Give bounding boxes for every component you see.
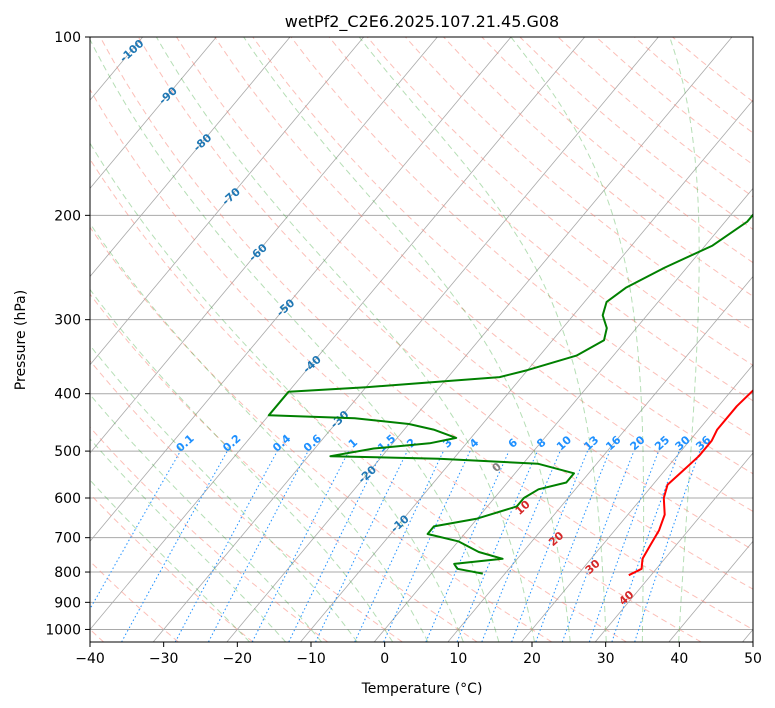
y-tick-label: 800 [54, 565, 81, 581]
mixing-ratio-line [456, 450, 538, 642]
mixing-ratio-line [383, 450, 471, 642]
dry-adiabat-line [90, 158, 627, 642]
y-tick-label: 600 [54, 491, 81, 507]
mixing-ratio-lines [90, 450, 701, 642]
dry-adiabat-line [90, 88, 702, 642]
x-axis-label: Temperature (°C) [361, 681, 483, 697]
isotherm-line [521, 364, 753, 642]
isotherm-line [90, 37, 438, 454]
dry-adiabat-lines [90, 37, 753, 642]
moist-adiabat-line [90, 288, 394, 642]
mixing-ratio-line [251, 450, 350, 642]
isotherm-line [447, 275, 753, 642]
x-axis-ticks: −40 −30 −20 −10 0 10 20 30 40 50 [75, 642, 762, 667]
isotherm-line [594, 452, 753, 642]
dry-adiabat-line [405, 37, 753, 332]
y-tick-label: 900 [54, 595, 81, 611]
y-tick-label: 200 [54, 208, 81, 224]
y-axis-label: Pressure (hPa) [13, 290, 29, 390]
isotherm-line [152, 37, 659, 642]
isotherm-line [90, 37, 217, 189]
y-axis-ticks: 100 200 300 400 500 600 700 800 900 1000 [45, 30, 90, 638]
y-tick-label: 400 [54, 387, 81, 403]
mixing-ratio-line [588, 450, 660, 642]
mixing-ratio-line [121, 450, 228, 642]
isotherm-line [90, 37, 585, 631]
x-tick-label: 20 [523, 651, 541, 667]
mixing-ratio-line [174, 450, 278, 642]
moist-adiabat-line [90, 142, 464, 642]
x-tick-label: −40 [75, 651, 105, 667]
mixing-ratio-line [535, 450, 611, 642]
chart-title: wetPf2_C2E6.2025.107.21.45.G08 [285, 12, 559, 32]
mixing-ratio-line [288, 450, 383, 642]
moist-adiabat-line [243, 37, 571, 642]
dry-adiabat-line [90, 359, 403, 642]
moist-adiabat-line [90, 38, 500, 642]
mixing-ratio-line [481, 450, 561, 642]
dewpoint-profile-line [267, 213, 753, 575]
moist-adiabat-line [510, 37, 645, 642]
y-tick-label: 300 [54, 313, 81, 329]
x-tick-label: 0 [380, 651, 389, 667]
x-tick-label: 50 [744, 651, 762, 667]
y-tick-label: 1000 [45, 622, 81, 638]
moist-adiabat-line [669, 37, 700, 642]
y-tick-label: 500 [54, 444, 81, 460]
moist-adiabat-line [90, 344, 358, 642]
dry-adiabat-line [99, 37, 753, 630]
moist-adiabat-line [90, 222, 429, 642]
mixing-ratio-line [511, 450, 588, 642]
mixing-ratio-line [634, 450, 701, 642]
moist-adiabat-line [90, 393, 322, 642]
moist-adiabat-line [155, 37, 535, 642]
dry-adiabat-line [90, 560, 179, 642]
dry-adiabat-line [137, 37, 753, 590]
x-tick-label: −10 [296, 651, 326, 667]
mixing-ratio-line [611, 450, 680, 642]
dry-adiabat-line [443, 37, 753, 297]
x-tick-label: −20 [223, 651, 253, 667]
x-tick-label: 10 [449, 651, 467, 667]
y-tick-label: 100 [54, 30, 81, 46]
dry-adiabat-line [366, 37, 753, 366]
isotherm-line [90, 37, 291, 278]
isotherm-line [226, 37, 733, 642]
y-tick-label: 700 [54, 531, 81, 547]
x-tick-label: −30 [149, 651, 179, 667]
profile-series [267, 213, 753, 577]
mixing-ratio-line [561, 450, 635, 642]
x-tick-label: 40 [670, 651, 688, 667]
isotherm-line [90, 37, 364, 366]
dry-adiabat-line [90, 293, 478, 642]
x-tick-label: 30 [597, 651, 615, 667]
temperature-profile-line [628, 389, 753, 577]
plot-frame [89, 36, 754, 643]
dry-adiabat-line [176, 37, 753, 551]
